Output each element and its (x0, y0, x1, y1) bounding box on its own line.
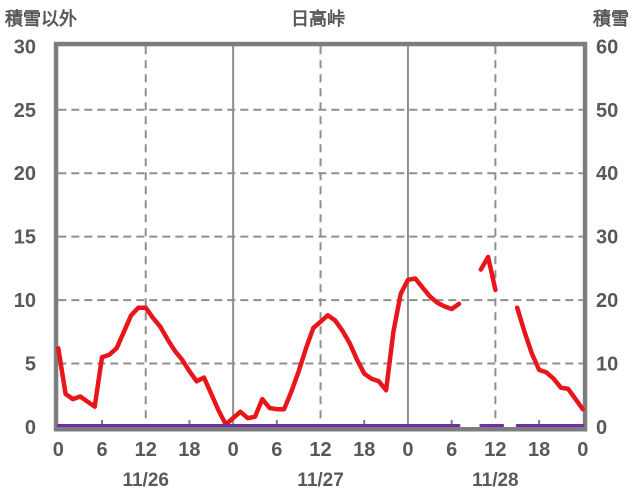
series-layer (56, 254, 586, 427)
x-hour-label-h36: 12 (309, 439, 331, 461)
x-hour-label-h30: 6 (271, 439, 282, 461)
x-hour-label-h18: 18 (178, 439, 200, 461)
x-hour-label-h54: 6 (446, 439, 457, 461)
x-hour-label-h72: 0 (577, 439, 588, 461)
x-date-label-11-27: 11/27 (297, 470, 344, 491)
y-left-tick-label-30: 30 (14, 36, 36, 58)
y-left-tick-label-0: 0 (25, 417, 36, 439)
y-left-tick-label-15: 15 (14, 227, 36, 249)
y-right-tick-label-30: 30 (596, 227, 618, 249)
x-hour-label-h0: 0 (53, 439, 64, 461)
x-hour-label-h42: 18 (353, 439, 375, 461)
x-hour-label-h12: 12 (135, 439, 157, 461)
x-hour-label-h6: 6 (96, 439, 107, 461)
y-right-tick-label-60: 60 (596, 36, 618, 58)
plot-frame-rect (53, 41, 588, 432)
y-left-tick-label-20: 20 (14, 163, 36, 185)
x-date-label-11-26: 11/26 (122, 470, 169, 491)
chart-title: 日高峠 (291, 8, 345, 29)
y-right-tick-label-40: 40 (596, 163, 618, 185)
grid-layer (58, 46, 583, 427)
y-right-tick-label-50: 50 (596, 100, 618, 122)
right-axis-title: 積雪 (592, 8, 629, 29)
x-date-label-11-28: 11/28 (472, 470, 519, 491)
y-right-tick-label-0: 0 (596, 417, 607, 439)
x-hour-label-h66: 18 (528, 439, 550, 461)
x-hour-label-h48: 0 (402, 439, 413, 461)
y-left-tick-label-25: 25 (14, 100, 36, 122)
x-hour-label-h60: 12 (484, 439, 506, 461)
x-hour-label-h24: 0 (228, 439, 239, 461)
non-snow-red-line (56, 254, 586, 427)
y-left-tick-label-10: 10 (14, 290, 36, 312)
y-left-tick-label-5: 5 (25, 354, 36, 376)
plot-frame (53, 41, 588, 432)
y-right-tick-label-20: 20 (596, 290, 618, 312)
y-right-tick-label-10: 10 (596, 354, 618, 376)
left-axis-title: 積雪以外 (4, 8, 77, 29)
